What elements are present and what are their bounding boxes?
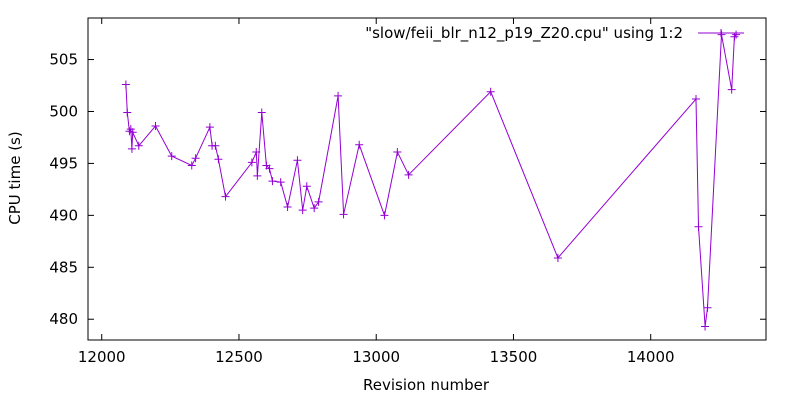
data-point [247, 158, 256, 167]
data-point [187, 161, 196, 170]
series-line [125, 34, 737, 327]
data-point [151, 122, 160, 131]
x-tick-label: 13000 [352, 348, 400, 366]
data-point [128, 128, 137, 137]
data-point [717, 30, 726, 39]
axes: 12000 12500 13000 13500 14000 480 485 490 495 500… [49, 17, 767, 366]
data-point [125, 127, 134, 136]
data-point [214, 155, 223, 164]
data-point [380, 211, 389, 220]
data-point [553, 253, 562, 262]
data-point [257, 108, 266, 117]
y-tick-label: 505 [49, 51, 78, 69]
data-point [205, 123, 214, 132]
y-tick-label: 490 [49, 206, 78, 224]
data-point [732, 30, 741, 39]
x-tick-label: 14000 [627, 348, 675, 366]
y-tick-label: 485 [49, 258, 78, 276]
data-point [334, 91, 343, 100]
x-tick-label: 12000 [78, 348, 126, 366]
data-point [121, 80, 130, 89]
data-point [127, 144, 136, 153]
data-point [314, 197, 323, 206]
data-point [692, 95, 701, 104]
data-point [310, 204, 319, 213]
data-point [486, 87, 495, 96]
x-tick-label: 12500 [215, 348, 263, 366]
legend-marker [717, 29, 725, 37]
data-point [694, 222, 703, 231]
plot-frame [87, 17, 767, 341]
data-point [268, 177, 277, 186]
data-point [134, 141, 143, 150]
legend-label: "slow/feii_blr_n12_p19_Z20.cpu" using 1:… [365, 24, 683, 43]
data-point [211, 141, 220, 150]
data-point [727, 85, 736, 94]
data-point [265, 164, 274, 173]
data-point [123, 108, 132, 117]
data-point [167, 152, 176, 161]
data-point [191, 154, 200, 163]
data-point [703, 303, 712, 312]
data-point [252, 147, 261, 156]
legend: "slow/feii_blr_n12_p19_Z20.cpu" using 1:… [365, 24, 744, 43]
data-point [730, 32, 739, 41]
series-layer [121, 30, 741, 331]
y-tick-label: 500 [49, 102, 78, 120]
data-point [293, 156, 302, 165]
data-point [393, 147, 402, 156]
data-point [221, 192, 230, 201]
y-tick-label: 480 [49, 310, 78, 328]
data-point [253, 171, 262, 180]
data-point [302, 182, 311, 191]
x-axis-label: Revision number [363, 376, 490, 394]
y-tick-label: 495 [49, 154, 78, 172]
data-point [404, 170, 413, 179]
data-point [283, 203, 292, 212]
data-point [355, 140, 364, 149]
data-point [298, 206, 307, 215]
y-axis-label: CPU time (s) [6, 131, 24, 224]
data-point [701, 322, 710, 331]
x-tick-label: 13500 [490, 348, 538, 366]
data-point [276, 178, 285, 187]
data-point [339, 210, 348, 219]
